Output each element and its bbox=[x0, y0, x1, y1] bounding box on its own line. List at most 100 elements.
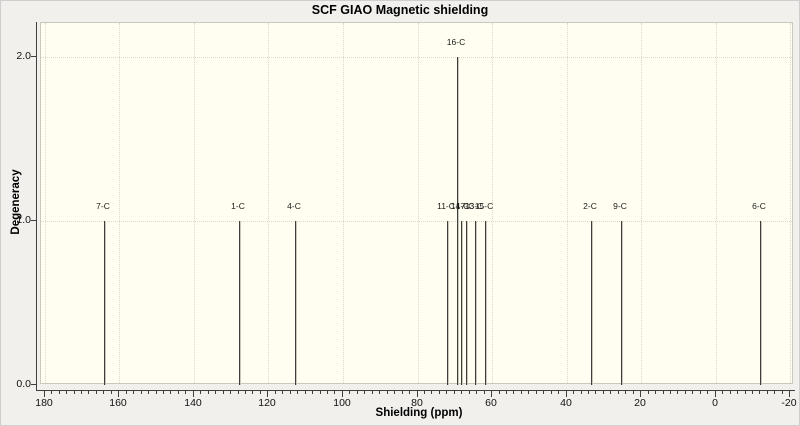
x-tick-major bbox=[193, 391, 194, 397]
x-tick-minor bbox=[588, 391, 589, 394]
peak-line bbox=[475, 221, 476, 385]
x-tick-label: 0 bbox=[712, 397, 718, 409]
x-axis-spine bbox=[36, 390, 795, 391]
y-tick bbox=[31, 384, 36, 385]
x-tick-minor bbox=[499, 391, 500, 394]
peak-label: 1-C bbox=[231, 201, 245, 212]
peak-label: 7-C bbox=[96, 201, 110, 212]
peak-line bbox=[621, 221, 622, 385]
x-tick-minor bbox=[200, 391, 201, 394]
gridline-vertical bbox=[119, 23, 121, 383]
x-tick-minor bbox=[595, 391, 596, 394]
x-tick-major bbox=[118, 391, 119, 397]
x-tick-minor bbox=[312, 391, 313, 394]
peak-label: 9-C bbox=[613, 201, 627, 212]
x-tick-minor bbox=[461, 391, 462, 394]
gridline-horizontal bbox=[41, 57, 792, 59]
x-tick-major bbox=[491, 391, 492, 397]
peak-line bbox=[461, 221, 462, 385]
x-tick-minor bbox=[536, 391, 537, 394]
x-tick-minor bbox=[148, 391, 149, 394]
plot-area bbox=[40, 22, 793, 385]
x-tick-minor bbox=[737, 391, 738, 394]
x-tick-label: 180 bbox=[35, 397, 53, 409]
x-tick-major bbox=[789, 391, 790, 397]
x-tick-label: -20 bbox=[781, 397, 797, 409]
x-tick-label: 160 bbox=[109, 397, 127, 409]
peak-line bbox=[760, 221, 761, 385]
x-tick-minor bbox=[51, 391, 52, 394]
x-tick-minor bbox=[513, 391, 514, 394]
x-tick-minor bbox=[730, 391, 731, 394]
x-tick-label: 20 bbox=[634, 397, 646, 409]
x-tick-minor bbox=[372, 391, 373, 394]
x-tick-major bbox=[715, 391, 716, 397]
x-tick-minor bbox=[185, 391, 186, 394]
x-tick-minor bbox=[409, 391, 410, 394]
peak-line bbox=[447, 221, 448, 385]
peak-label: 17-C bbox=[455, 201, 475, 212]
gridline-vertical bbox=[790, 23, 792, 383]
x-tick-minor bbox=[282, 391, 283, 394]
x-tick-minor bbox=[275, 391, 276, 394]
x-tick-minor bbox=[469, 391, 470, 394]
x-tick-label: 100 bbox=[333, 397, 351, 409]
x-tick-minor bbox=[603, 391, 604, 394]
gridline-vertical bbox=[417, 23, 419, 383]
gridline-vertical bbox=[342, 23, 344, 383]
y-axis-spine bbox=[36, 22, 37, 391]
x-tick-minor bbox=[163, 391, 164, 394]
chart-title: SCF GIAO Magnetic shielding bbox=[311, 3, 489, 17]
x-tick-label: 140 bbox=[184, 397, 202, 409]
peak-line bbox=[457, 57, 458, 385]
x-tick-minor bbox=[767, 391, 768, 394]
x-tick-minor bbox=[208, 391, 209, 394]
x-tick-minor bbox=[81, 391, 82, 394]
gridline-vertical bbox=[641, 23, 643, 383]
x-tick-minor bbox=[677, 391, 678, 394]
x-tick-major bbox=[640, 391, 641, 397]
y-tick-label: 2.0 bbox=[16, 50, 31, 63]
x-tick-minor bbox=[424, 391, 425, 394]
x-tick-minor bbox=[633, 391, 634, 394]
x-tick-minor bbox=[379, 391, 380, 394]
x-tick-minor bbox=[722, 391, 723, 394]
peak-line bbox=[104, 221, 105, 385]
x-tick-minor bbox=[648, 391, 649, 394]
peak-label: 6-C bbox=[752, 201, 766, 212]
x-tick-minor bbox=[252, 391, 253, 394]
peak-line bbox=[485, 221, 486, 385]
x-tick-minor bbox=[573, 391, 574, 394]
x-tick-label: 80 bbox=[411, 397, 423, 409]
y-tick-label: 1.0 bbox=[16, 214, 31, 227]
x-tick-minor bbox=[655, 391, 656, 394]
gridline-vertical bbox=[715, 23, 717, 383]
peak-label: 4-C bbox=[287, 201, 301, 212]
x-tick-minor bbox=[581, 391, 582, 394]
x-tick-minor bbox=[126, 391, 127, 394]
x-tick-minor bbox=[528, 391, 529, 394]
x-tick-minor bbox=[558, 391, 559, 394]
x-tick-minor bbox=[402, 391, 403, 394]
x-tick-minor bbox=[745, 391, 746, 394]
x-tick-major bbox=[566, 391, 567, 397]
x-tick-label: 40 bbox=[560, 397, 572, 409]
x-tick-minor bbox=[290, 391, 291, 394]
x-tick-minor bbox=[521, 391, 522, 394]
x-tick-minor bbox=[349, 391, 350, 394]
y-tick bbox=[31, 56, 36, 58]
x-tick-minor bbox=[334, 391, 335, 394]
x-tick-major bbox=[417, 391, 418, 397]
x-tick-minor bbox=[96, 391, 97, 394]
x-tick-minor bbox=[327, 391, 328, 394]
x-tick-minor bbox=[700, 391, 701, 394]
gridline-horizontal bbox=[41, 221, 792, 223]
x-tick-minor bbox=[446, 391, 447, 394]
x-tick-minor bbox=[774, 391, 775, 394]
x-tick-minor bbox=[551, 391, 552, 394]
peak-line bbox=[295, 221, 296, 385]
x-tick-minor bbox=[357, 391, 358, 394]
peak-label: 15-C bbox=[474, 201, 494, 212]
x-tick-minor bbox=[431, 391, 432, 394]
